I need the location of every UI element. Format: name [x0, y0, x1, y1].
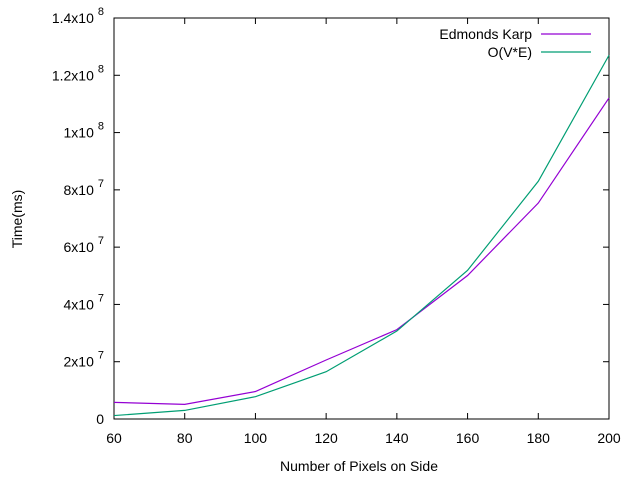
x-axis-label: Number of Pixels on Side	[280, 458, 438, 474]
x-tick-label: 100	[244, 430, 268, 446]
y-tick-label: 8x10 7	[64, 178, 104, 198]
x-tick-label: 160	[456, 430, 480, 446]
y-tick-mantissa: 6x10	[64, 239, 95, 255]
y-tick-mantissa: 1x10	[64, 125, 95, 141]
y-tick-label: 1.2x10 8	[52, 63, 104, 83]
series-line-0	[113, 97, 610, 405]
y-tick-exponent: 7	[98, 178, 104, 190]
x-tick-label: 120	[314, 430, 338, 446]
y-tick-mantissa: 1.4x10	[52, 10, 94, 26]
y-tick-exponent: 8	[98, 63, 104, 75]
y-tick-exponent: 7	[98, 292, 104, 304]
y-tick-mantissa: 2x10	[64, 354, 95, 370]
y-tick-label: 4x10 7	[64, 292, 104, 312]
legend-label: O(V*E)	[488, 44, 532, 60]
y-tick-exponent: 8	[98, 121, 104, 133]
y-tick-mantissa: 4x10	[64, 296, 95, 312]
plot-frame	[113, 17, 610, 420]
y-tick-label: 6x10 7	[64, 235, 104, 255]
x-tick-label: 200	[597, 430, 621, 446]
y-axis-label: Time(ms)	[9, 190, 25, 249]
y-tick-label: 1.4x10 8	[52, 6, 104, 26]
series-line-1	[113, 54, 610, 417]
y-tick-mantissa: 0	[96, 411, 104, 427]
y-tick-label: 0	[96, 411, 104, 427]
y-tick-label: 2x10 7	[64, 350, 104, 370]
legend-label: Edmonds Karp	[439, 26, 532, 42]
y-tick-mantissa: 1.2x10	[52, 67, 94, 83]
legend: Edmonds Karp O(V*E)	[439, 26, 591, 60]
x-tick-label: 60	[106, 430, 122, 446]
y-tick-label: 1x10 8	[64, 121, 104, 141]
x-tick-label: 80	[177, 430, 193, 446]
y-tick-exponent: 7	[98, 235, 104, 247]
series-layer	[113, 54, 610, 417]
x-tick-label: 140	[385, 430, 409, 446]
y-tick-mantissa: 8x10	[64, 182, 95, 198]
y-tick-exponent: 8	[98, 6, 104, 18]
y-tick-exponent: 7	[98, 350, 104, 362]
x-tick-label: 180	[527, 430, 551, 446]
